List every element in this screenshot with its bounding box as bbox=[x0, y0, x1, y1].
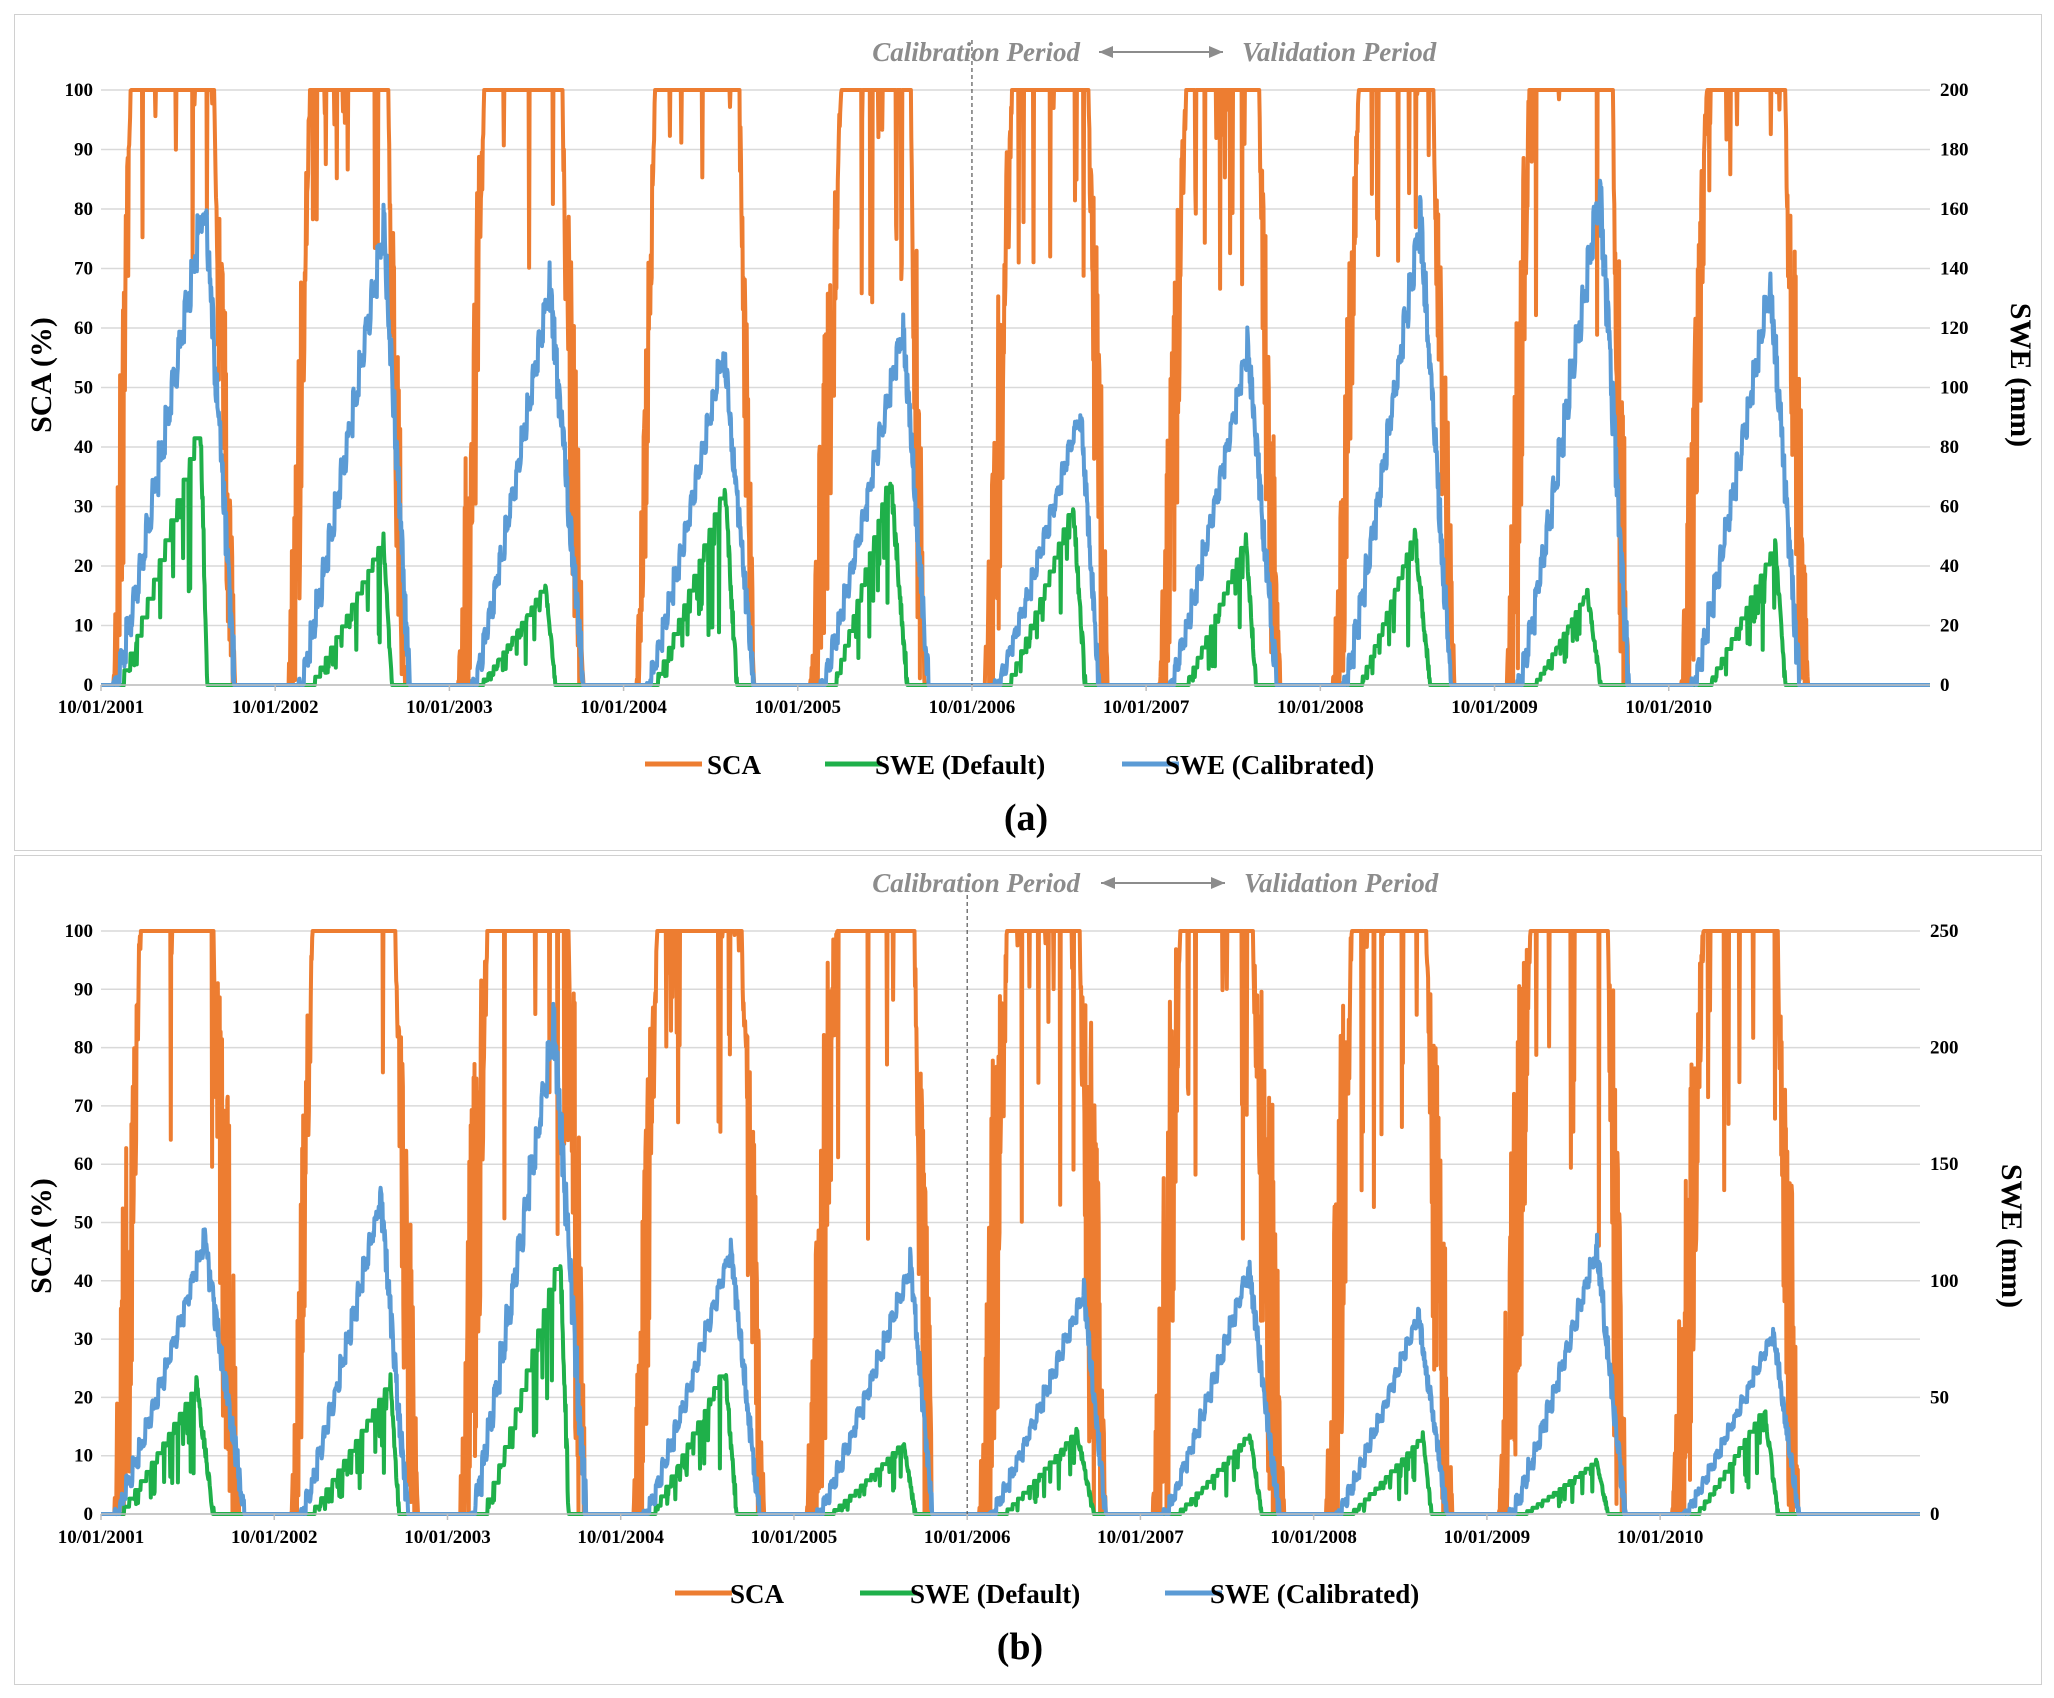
y-tick-left: 70 bbox=[74, 1096, 93, 1117]
y-tick-right: 50 bbox=[1930, 1387, 1949, 1408]
y-tick-left: 30 bbox=[74, 1329, 93, 1350]
y-tick-right: 160 bbox=[1940, 199, 1969, 220]
y-tick-left: 100 bbox=[65, 921, 94, 942]
x-tick-label: 10/01/2010 bbox=[1617, 1527, 1704, 1548]
x-tick-label: 10/01/2003 bbox=[404, 1527, 491, 1548]
x-tick-label: 10/01/2009 bbox=[1444, 1527, 1531, 1548]
validation-label-b: Validation Period bbox=[1244, 868, 1439, 898]
series-line-swe-calibrated bbox=[99, 178, 1932, 687]
x-tick-label: 10/01/2003 bbox=[406, 697, 493, 718]
y-tick-left: 60 bbox=[74, 318, 93, 339]
y-tick-left: 0 bbox=[84, 675, 94, 696]
legend-label-sca-b: SCA bbox=[730, 1579, 785, 1609]
y-axis-title-left-a: SCA (%) bbox=[25, 317, 58, 433]
x-tick-label: 10/01/2007 bbox=[1103, 697, 1190, 718]
x-tick-label: 10/01/2006 bbox=[929, 697, 1016, 718]
y-tick-right: 200 bbox=[1940, 80, 1969, 101]
y-tick-left: 80 bbox=[74, 199, 93, 220]
x-tick-label: 10/01/2002 bbox=[231, 1527, 318, 1548]
y-tick-left: 10 bbox=[74, 616, 93, 637]
y-tick-right: 100 bbox=[1940, 378, 1969, 399]
period-arrow-b bbox=[1101, 877, 1225, 889]
calibration-label-b: Calibration Period bbox=[872, 868, 1080, 898]
period-arrow-a bbox=[1099, 46, 1223, 58]
y-tick-left: 0 bbox=[84, 1504, 94, 1525]
series-line-swe-calibrated bbox=[99, 1001, 1922, 1516]
y-tick-left: 100 bbox=[65, 80, 94, 101]
x-tick-label: 10/01/2005 bbox=[754, 697, 841, 718]
y-tick-left: 40 bbox=[74, 1271, 93, 1292]
y-tick-left: 10 bbox=[74, 1446, 93, 1467]
x-tick-label: 10/01/2007 bbox=[1097, 1527, 1184, 1548]
chart-a: 0 10 20 30 40 50 60 70 80 90 100 0 20 40 60 80 100 120 140… bbox=[25, 37, 2037, 839]
legend-label-swe-default-a: SWE (Default) bbox=[875, 750, 1045, 780]
legend-label-swe-calibrated-a: SWE (Calibrated) bbox=[1165, 750, 1374, 780]
y-tick-right: 40 bbox=[1940, 556, 1959, 577]
y-tick-left: 90 bbox=[74, 140, 93, 161]
y-tick-right: 60 bbox=[1940, 497, 1959, 518]
x-tick-label: 10/01/2005 bbox=[751, 1527, 838, 1548]
y-tick-left: 50 bbox=[74, 1213, 93, 1234]
x-tick-label: 10/01/2008 bbox=[1270, 1527, 1357, 1548]
y-tick-right: 100 bbox=[1930, 1271, 1959, 1292]
legend-b: SCA SWE (Default) SWE (Calibrated) bbox=[675, 1579, 1419, 1609]
y-tick-right: 0 bbox=[1930, 1504, 1940, 1525]
panel-label-a: (a) bbox=[1004, 797, 1048, 839]
y-tick-left: 20 bbox=[74, 1387, 93, 1408]
x-tick-label: 10/01/2001 bbox=[58, 697, 145, 718]
legend-label-swe-default-b: SWE (Default) bbox=[910, 1579, 1080, 1609]
y-tick-left: 70 bbox=[74, 259, 93, 280]
y-tick-right: 140 bbox=[1940, 259, 1969, 280]
legend-label-swe-calibrated-b: SWE (Calibrated) bbox=[1210, 1579, 1419, 1609]
y-tick-left: 50 bbox=[74, 378, 93, 399]
y-tick-left: 60 bbox=[74, 1154, 93, 1175]
y-axis-title-left-b: SCA (%) bbox=[25, 1178, 58, 1294]
y-tick-right: 0 bbox=[1940, 675, 1950, 696]
y-tick-left: 40 bbox=[74, 437, 93, 458]
x-tick-label: 10/01/2001 bbox=[58, 1527, 145, 1548]
y-tick-right: 180 bbox=[1940, 140, 1969, 161]
axes-b: 0 10 20 30 40 50 60 70 80 90 100 0 50 100 150 200 250 10/… bbox=[58, 881, 1959, 1548]
axes-a: 0 10 20 30 40 50 60 70 80 90 100 0 20 40 60 80 100 120 140… bbox=[58, 40, 1969, 718]
panel-b: 0 10 20 30 40 50 60 70 80 90 100 0 50 100 150 200 250 10/… bbox=[14, 855, 2042, 1685]
validation-label-a: Validation Period bbox=[1242, 37, 1437, 67]
x-tick-label: 10/01/2008 bbox=[1277, 697, 1364, 718]
y-tick-right: 80 bbox=[1940, 437, 1959, 458]
y-tick-right: 120 bbox=[1940, 318, 1969, 339]
y-tick-left: 90 bbox=[74, 979, 93, 1000]
y-axis-title-right-b: SWE (mm) bbox=[1995, 1164, 2028, 1308]
x-tick-label: 10/01/2006 bbox=[924, 1527, 1011, 1548]
y-axis-title-right-a: SWE (mm) bbox=[2004, 303, 2037, 447]
y-tick-right: 250 bbox=[1930, 921, 1959, 942]
series-line-swe-default bbox=[99, 436, 1932, 687]
x-tick-label: 10/01/2004 bbox=[580, 697, 667, 718]
y-tick-right: 200 bbox=[1930, 1038, 1959, 1059]
y-tick-left: 30 bbox=[74, 497, 93, 518]
chart-b: 0 10 20 30 40 50 60 70 80 90 100 0 50 100 150 200 250 10/… bbox=[25, 868, 2028, 1668]
calibration-label-a: Calibration Period bbox=[872, 37, 1080, 67]
y-tick-left: 80 bbox=[74, 1038, 93, 1059]
legend-label-sca-a: SCA bbox=[707, 750, 762, 780]
x-tick-label: 10/01/2002 bbox=[232, 697, 319, 718]
x-tick-label: 10/01/2004 bbox=[577, 1527, 664, 1548]
y-tick-right: 150 bbox=[1930, 1154, 1959, 1175]
panel-label-b: (b) bbox=[997, 1626, 1043, 1668]
y-tick-right: 20 bbox=[1940, 616, 1959, 637]
y-tick-left: 20 bbox=[74, 556, 93, 577]
panel-a: 0 10 20 30 40 50 60 70 80 90 100 0 20 40 60 80 100 120 140… bbox=[14, 14, 2042, 851]
x-tick-label: 10/01/2009 bbox=[1451, 697, 1538, 718]
legend-a: SCA SWE (Default) SWE (Calibrated) bbox=[645, 750, 1374, 780]
x-tick-label: 10/01/2010 bbox=[1625, 697, 1712, 718]
